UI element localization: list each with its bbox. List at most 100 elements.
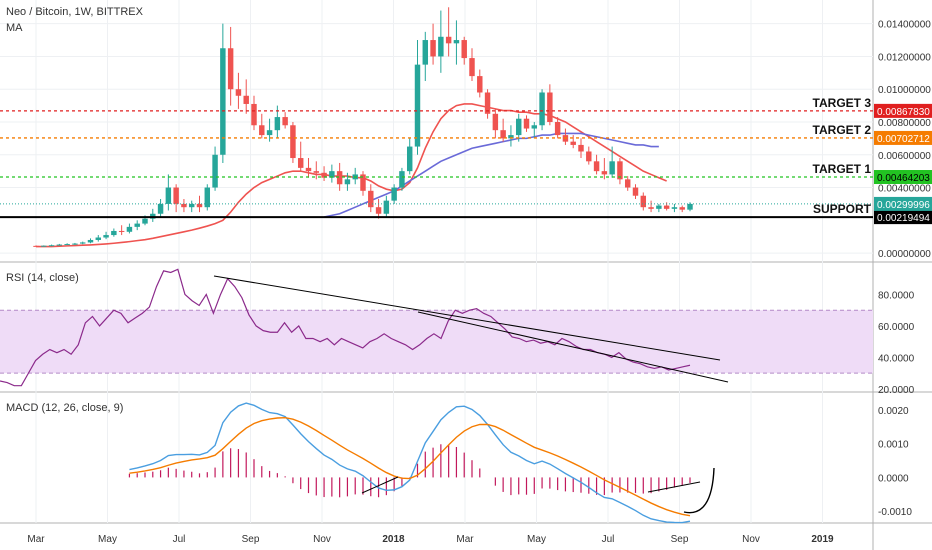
candle-body (391, 187, 397, 201)
candle-body (181, 203, 187, 208)
x-tick-label: Mar (27, 534, 45, 545)
candle-body (251, 103, 257, 126)
candle-body (165, 187, 172, 204)
candle-body (336, 171, 343, 185)
candle-body (477, 76, 483, 93)
level-price-label: 0.00702712 (877, 134, 930, 145)
macd-annotation-line (647, 481, 701, 493)
symbol-title: Neo / Bitcoin, 1W, BITTREX (6, 6, 143, 18)
candle-body (274, 117, 281, 131)
candle-body (399, 171, 405, 188)
price-tick-label: 0.00400000 (878, 184, 931, 195)
ma-line-red (36, 103, 667, 248)
level-name-target-2: TARGET 2 (813, 123, 872, 137)
price-tick-label: 0.01000000 (878, 85, 931, 96)
x-tick-label: 2018 (382, 534, 405, 545)
candle-body (196, 203, 203, 208)
rsi-tick-label: 60.0000 (878, 322, 915, 333)
candle-body (64, 244, 70, 246)
signal-line (129, 417, 691, 517)
x-tick-label: 2019 (811, 534, 834, 545)
candle-body (632, 187, 639, 196)
level-price-box (874, 170, 932, 185)
level-name-target-3: TARGET 3 (813, 96, 872, 110)
x-tick-label: Jul (173, 534, 186, 545)
rsi-tick-label: 80.0000 (878, 290, 915, 301)
rsi-trendline-upper (213, 275, 721, 361)
x-tick-label: Sep (242, 534, 260, 545)
rsi-line (0, 268, 691, 387)
candle-body (656, 205, 662, 209)
macd-title: MACD (12, 26, close, 9) (6, 402, 124, 414)
candle-body (570, 141, 576, 145)
price-tick-label: 0.00800000 (878, 118, 931, 129)
candle-body (523, 118, 530, 129)
candle-body (578, 144, 584, 152)
rsi-band (0, 310, 873, 374)
macd-annotation-curve (683, 467, 715, 514)
indicator-name: MA (6, 22, 23, 34)
candle-body (344, 179, 351, 185)
candle-body (438, 36, 444, 57)
current-price-box (874, 196, 932, 211)
candle-body (422, 40, 429, 65)
macd-tick-label: -0.0010 (878, 507, 912, 518)
candle-body (500, 130, 506, 139)
candle-body (360, 174, 366, 191)
macd-annotation-line (361, 476, 399, 494)
candle-body (126, 226, 133, 232)
price-tick-label: 0.00000000 (878, 249, 931, 260)
macd-line (129, 402, 691, 524)
candle-body (188, 203, 195, 208)
candle-body (321, 172, 327, 178)
candle-body (531, 125, 538, 129)
candle-body (640, 195, 647, 208)
candle-body (648, 207, 654, 209)
level-price-label: 0.00219494 (877, 213, 930, 224)
candle-body (282, 117, 288, 126)
candle-body (593, 161, 600, 172)
candle-body (515, 118, 522, 136)
candle-body (103, 235, 109, 238)
candle-body (227, 48, 234, 90)
candle-body (539, 92, 545, 126)
candle-body (461, 40, 467, 59)
x-tick-label: Nov (742, 534, 760, 545)
candle-body (453, 40, 460, 44)
candle-body (609, 161, 615, 175)
level-price-label: 0.00464203 (877, 173, 930, 184)
candle-body (586, 151, 592, 162)
level-price-label: 0.00867830 (877, 107, 930, 118)
candle-body (305, 167, 312, 172)
candle-body (679, 207, 685, 210)
candle-body (375, 207, 382, 214)
candle-body (204, 187, 211, 208)
macd-tick-label: 0.0010 (878, 440, 909, 451)
candle-body (72, 243, 78, 245)
price-tick-label: 0.00600000 (878, 151, 931, 162)
candle-body (469, 58, 475, 77)
candle-body (687, 203, 693, 210)
candle-body (173, 187, 179, 204)
candle-body (134, 223, 140, 227)
candle-body (601, 171, 608, 175)
candle-body (383, 200, 390, 214)
candle-body (368, 190, 374, 208)
candle-body (313, 171, 320, 173)
candle-body (671, 207, 678, 209)
current-price-label: 0.00299996 (877, 200, 930, 211)
candle-body (118, 230, 125, 232)
price-tick-label: 0.01200000 (878, 52, 931, 63)
candle-body (87, 239, 94, 243)
macd-tick-label: 0.0020 (878, 406, 909, 417)
candle-body (617, 161, 623, 180)
candle-body (243, 95, 249, 104)
x-tick-label: Sep (671, 534, 689, 545)
candle-body (624, 179, 631, 188)
candle-body (329, 171, 335, 178)
level-name-support: SUPPORT (813, 202, 872, 216)
candle-body (111, 230, 117, 236)
rsi-tick-label: 20.0000 (878, 385, 915, 396)
level-name-target-1: TARGET 1 (813, 162, 872, 176)
candle-body (48, 245, 55, 247)
